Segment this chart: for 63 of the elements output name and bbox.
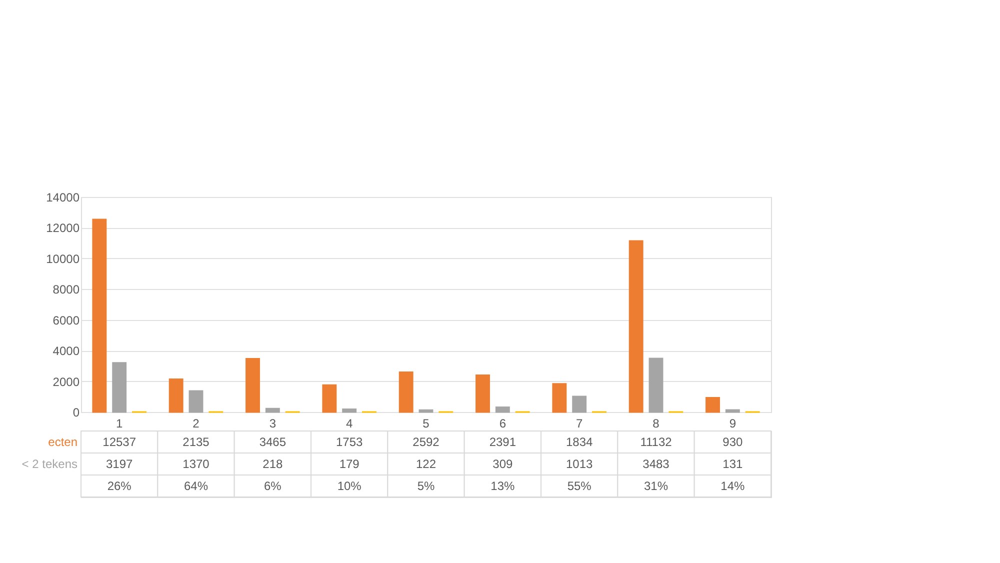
data-label: 1013 — [566, 457, 594, 471]
data-label: 1370 — [182, 457, 210, 471]
x-tick-label: 1 — [116, 416, 123, 430]
text: ecten — [48, 435, 78, 449]
y-tick-label: 4000 — [52, 344, 80, 358]
data-label: 179 — [339, 457, 360, 471]
bar — [342, 408, 357, 413]
bar — [168, 378, 184, 413]
data-label: 3197 — [106, 457, 134, 471]
bar — [476, 374, 490, 413]
data-label: 5% — [417, 479, 435, 493]
data-label: 14% — [720, 479, 745, 493]
bar — [572, 396, 587, 413]
y-tick-label: 2000 — [52, 374, 80, 389]
y-tick-label: 6000 — [52, 313, 80, 328]
x-tick-label: 5 — [422, 416, 430, 430]
data-label: 6% — [264, 479, 282, 493]
bar — [112, 362, 127, 413]
bar — [246, 358, 260, 413]
bar — [706, 396, 720, 413]
bar — [322, 384, 337, 413]
data-label: 1753 — [336, 435, 364, 449]
bar — [398, 371, 414, 413]
y-tick-label: 8000 — [52, 282, 80, 297]
bar — [552, 383, 567, 413]
data-label: 13% — [490, 479, 515, 493]
data-label: 122 — [416, 457, 436, 471]
data-label: 2391 — [489, 435, 516, 449]
data-label: 10% — [337, 479, 362, 493]
bar — [265, 408, 280, 413]
text: < 2 tekens — [22, 457, 78, 471]
data-label: 64% — [184, 479, 208, 493]
x-tick-label: 4 — [346, 416, 353, 430]
y-tick-label: 0 — [72, 406, 80, 420]
y-tick-label: 10000 — [46, 252, 80, 266]
bar — [648, 358, 664, 413]
x-tick-label: 7 — [576, 416, 583, 430]
x-tick-label: 8 — [652, 416, 660, 430]
bar — [92, 218, 107, 413]
x-tick-label: 2 — [192, 416, 200, 430]
data-label: 11132 — [640, 435, 672, 449]
data-label: 31% — [644, 479, 668, 493]
x-tick-label: 9 — [729, 416, 736, 430]
y-tick-label: 14000 — [46, 190, 80, 204]
data-label: 3465 — [259, 435, 286, 449]
data-label: 309 — [492, 457, 513, 471]
x-tick-label: 6 — [499, 416, 506, 430]
bar — [188, 390, 204, 413]
data-label: 55% — [567, 479, 592, 493]
bar — [628, 240, 644, 413]
data-label: 1834 — [566, 435, 594, 449]
data-label: 26% — [107, 479, 132, 493]
data-label: 3483 — [642, 457, 670, 471]
x-tick-label: 3 — [269, 416, 276, 430]
data-label: 218 — [262, 457, 283, 471]
data-label: 930 — [722, 435, 743, 449]
y-tick-label: 12000 — [46, 221, 80, 236]
bar — [725, 409, 740, 413]
data-label: 2592 — [412, 435, 440, 449]
data-label: 131 — [722, 457, 743, 471]
data-label: 2135 — [182, 435, 210, 449]
bar — [495, 406, 510, 413]
data-label: 12537 — [102, 435, 136, 449]
